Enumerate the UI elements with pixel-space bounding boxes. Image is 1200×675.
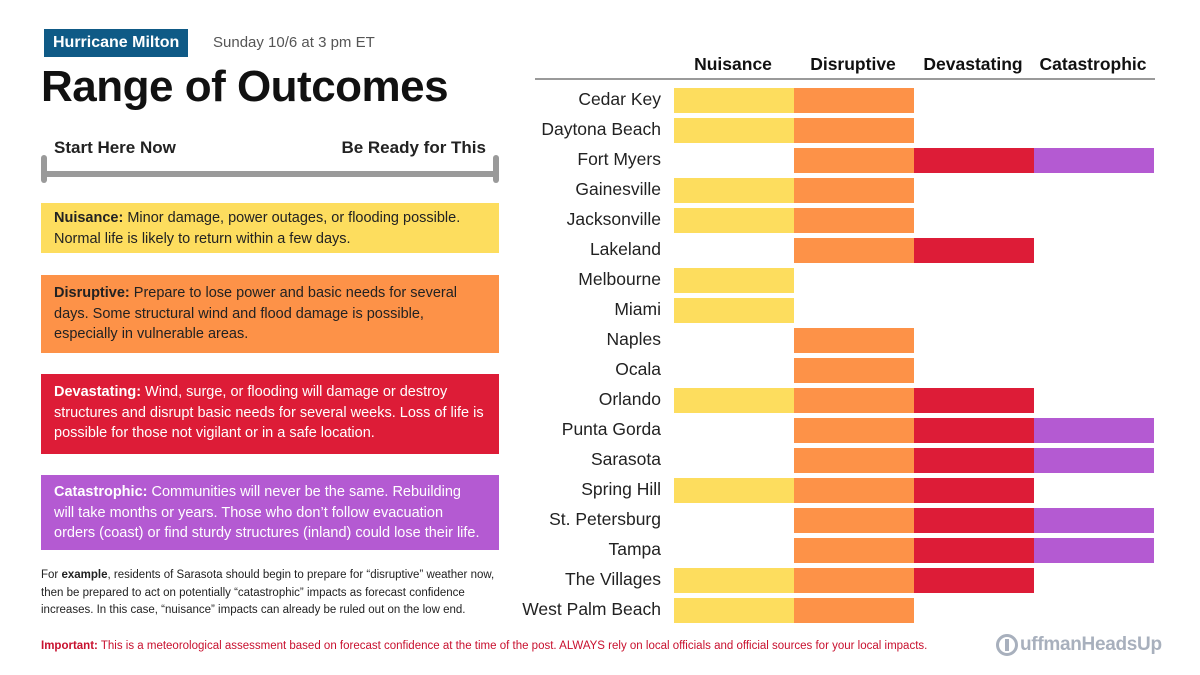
city-label: St. Petersburg <box>549 509 661 529</box>
range-end-label: Be Ready for This <box>341 138 486 157</box>
outcome-cell-disruptive <box>794 118 914 143</box>
outcome-cell-disruptive <box>794 358 914 383</box>
outcome-cell-devastating <box>914 418 1034 443</box>
outcome-cell-devastating <box>914 508 1034 533</box>
column-header-nuisance: Nuisance <box>694 54 772 74</box>
outcome-cell-nuisance <box>674 598 794 623</box>
city-label: Gainesville <box>575 179 661 199</box>
outcome-cell-disruptive <box>794 538 914 563</box>
city-label: The Villages <box>565 569 661 589</box>
city-label: Punta Gorda <box>561 419 661 439</box>
example-text: , residents of Sarasota should begin to … <box>41 569 495 616</box>
page-title: Range of Outcomes <box>41 62 449 111</box>
outcome-cell-nuisance <box>674 568 794 593</box>
range-scale-cap-right <box>493 155 499 183</box>
logo-text: uffmanHeadsUp <box>1020 634 1162 655</box>
brand-logo: uffmanHeadsUp <box>996 634 1162 656</box>
outcome-cell-nuisance <box>674 178 794 203</box>
outcome-cell-devastating <box>914 478 1034 503</box>
range-scale-cap-left <box>41 155 47 183</box>
definition-term: Devastating: <box>54 384 142 400</box>
city-label: Sarasota <box>590 449 661 469</box>
definition-text: Minor damage, power outages, or flooding… <box>54 210 461 247</box>
column-header-catastrophic: Catastrophic <box>1039 54 1147 74</box>
city-label: Melbourne <box>578 269 661 289</box>
definition-text: Prepare to lose power and basic needs fo… <box>54 285 457 342</box>
city-label: Jacksonville <box>566 209 661 229</box>
outcome-cell-devastating <box>914 538 1034 563</box>
city-label: Daytona Beach <box>541 119 661 139</box>
city-label: Orlando <box>598 389 661 409</box>
city-label: West Palm Beach <box>522 599 661 619</box>
outcome-cell-catastrophic <box>1034 148 1154 173</box>
example-note: For example, residents of Sarasota shoul… <box>41 567 503 620</box>
outcome-cell-disruptive <box>794 208 914 233</box>
outcome-cell-nuisance <box>674 298 794 323</box>
outcome-cell-disruptive <box>794 148 914 173</box>
example-prefix: For <box>41 569 62 581</box>
range-start-label: Start Here Now <box>54 138 176 157</box>
outcome-cell-disruptive <box>794 568 914 593</box>
outcome-cell-disruptive <box>794 598 914 623</box>
important-disclaimer: Important: This is a meteorological asse… <box>41 640 927 652</box>
important-text: This is a meteorological assessment base… <box>97 640 928 652</box>
outcome-cell-disruptive <box>794 448 914 473</box>
outcome-cell-nuisance <box>674 478 794 503</box>
important-label: Important: <box>41 640 98 652</box>
post-date: Sunday 10/6 at 3 pm ET <box>213 34 375 51</box>
outcome-cell-disruptive <box>794 478 914 503</box>
outcome-cell-devastating <box>914 238 1034 263</box>
outcome-cell-catastrophic <box>1034 418 1154 443</box>
outcome-cell-nuisance <box>674 388 794 413</box>
outcome-cell-disruptive <box>794 88 914 113</box>
city-label: Miami <box>614 299 661 319</box>
range-scale-bar <box>44 171 498 177</box>
example-bold: example <box>61 569 108 581</box>
column-header-disruptive: Disruptive <box>810 54 896 74</box>
outcome-cell-disruptive <box>794 388 914 413</box>
outcome-cell-disruptive <box>794 238 914 263</box>
city-label: Lakeland <box>589 239 661 259</box>
outcome-cell-disruptive <box>794 418 914 443</box>
city-label: Fort Myers <box>577 149 661 169</box>
storm-name-badge: Hurricane Milton <box>44 29 189 57</box>
definition-text: Wind, surge, or flooding will damage or … <box>54 384 484 441</box>
outcome-cell-catastrophic <box>1034 538 1154 563</box>
outcome-cell-catastrophic <box>1034 508 1154 533</box>
definition-devastating: Devastating: Wind, surge, or flooding wi… <box>41 374 499 454</box>
outcome-cell-devastating <box>914 148 1034 173</box>
outcome-cell-devastating <box>914 568 1034 593</box>
outcome-cell-catastrophic <box>1034 448 1154 473</box>
column-header-devastating: Devastating <box>923 54 1023 74</box>
outcome-cell-disruptive <box>794 508 914 533</box>
outcome-cell-nuisance <box>674 118 794 143</box>
definition-term: Catastrophic: <box>54 484 148 500</box>
definition-disruptive: Disruptive: Prepare to lose power and ba… <box>41 275 499 353</box>
outcome-cell-devastating <box>914 448 1034 473</box>
outcome-cell-disruptive <box>794 178 914 203</box>
definition-term: Disruptive: <box>54 285 130 301</box>
outcome-cell-nuisance <box>674 268 794 293</box>
city-label: Ocala <box>615 359 661 379</box>
definition-catastrophic: Catastrophic: Communities will never be … <box>41 475 499 550</box>
logo-h-icon <box>996 634 1018 656</box>
outcome-cell-nuisance <box>674 208 794 233</box>
definition-term: Nuisance: <box>54 210 124 226</box>
outcome-cell-devastating <box>914 388 1034 413</box>
city-label: Tampa <box>608 539 661 559</box>
definition-nuisance: Nuisance: Minor damage, power outages, o… <box>41 203 499 253</box>
outcome-cell-nuisance <box>674 88 794 113</box>
city-label: Spring Hill <box>581 479 661 499</box>
outcome-cell-disruptive <box>794 328 914 353</box>
city-label: Naples <box>606 329 661 349</box>
city-label: Cedar Key <box>578 89 661 109</box>
column-header-rule <box>535 78 1155 80</box>
definition-text: Communities will never be the same. Rebu… <box>54 484 480 541</box>
